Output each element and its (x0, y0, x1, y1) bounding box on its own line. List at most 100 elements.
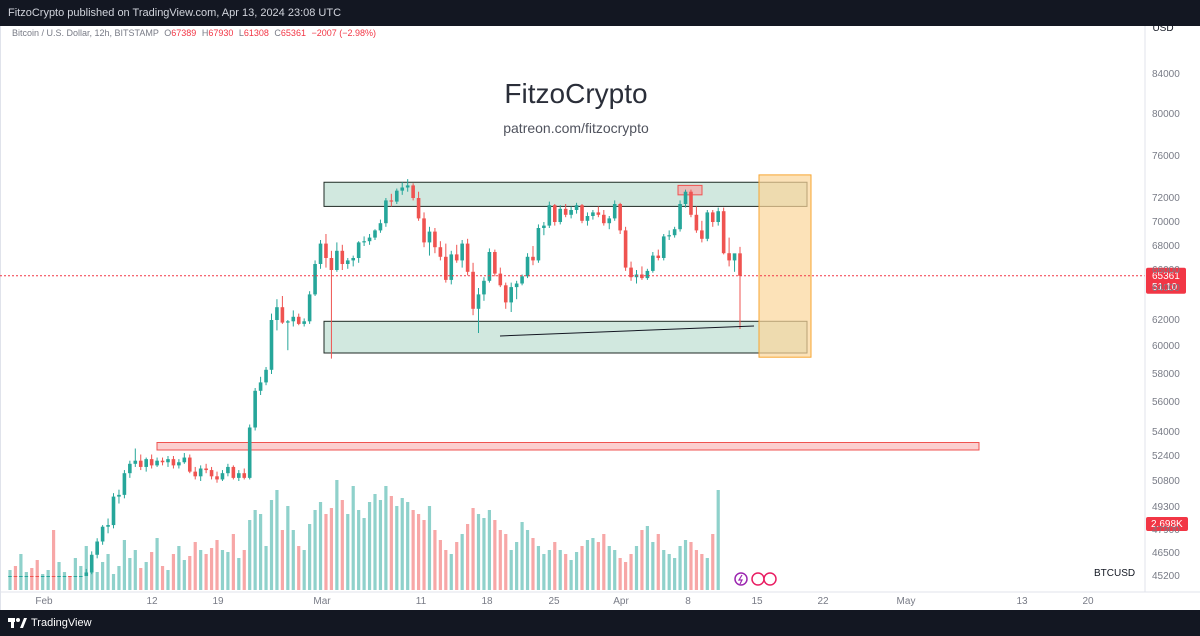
volume-bar (520, 522, 524, 590)
price-tick-label: 46500 (1152, 548, 1180, 559)
volume-bar (411, 510, 415, 590)
candle-body (296, 316, 301, 324)
volume-bar (389, 496, 393, 590)
candle-body (220, 473, 225, 480)
candle-body (258, 382, 263, 391)
volume-bar (335, 480, 339, 590)
time-tick-label: 13 (1016, 596, 1028, 607)
time-axis: Feb 12 19 Mar 11 18 25 Apr 8 15 22 May 13 20 (0, 591, 1200, 607)
candle-body (215, 476, 219, 480)
volume-bar (329, 508, 334, 590)
high-key: H (201, 28, 209, 38)
candle-body (329, 258, 334, 270)
candle-body (716, 211, 721, 222)
candle-body (640, 274, 644, 279)
candle-body (62, 576, 67, 577)
candle-body (100, 526, 105, 542)
volume-bar (531, 538, 535, 590)
candle-body (198, 468, 203, 477)
candle-body (591, 212, 595, 216)
candle-body (476, 294, 481, 309)
candle-body (422, 218, 426, 243)
time-tick-label: 18 (481, 596, 493, 607)
candle-body (721, 211, 726, 254)
volume-bars (8, 480, 720, 590)
volume-bar (286, 506, 290, 590)
candle-body (672, 229, 677, 236)
candle-body (149, 459, 154, 466)
volume-bar (220, 550, 225, 590)
low-value: 61308 (243, 28, 269, 38)
volume-bar (585, 540, 590, 590)
candle-body (356, 242, 361, 258)
volume-bar (569, 560, 573, 590)
symbol-watermark: BTCUSD (1094, 568, 1136, 579)
candle-body (166, 459, 170, 463)
candle-body (493, 252, 497, 274)
candle-body (280, 307, 285, 323)
price-tick-label: 66000 (1152, 265, 1180, 276)
price-tick-label: 50800 (1152, 476, 1180, 487)
volume-bar (700, 554, 704, 590)
volume-bar (460, 534, 464, 590)
candle-body (602, 214, 606, 224)
volume-bar (226, 552, 230, 590)
volume-bar (351, 486, 355, 590)
candle-body (351, 258, 356, 261)
candle-body (209, 470, 214, 477)
candle-body (433, 231, 437, 248)
volume-bar (106, 554, 110, 590)
volume-bar (596, 542, 600, 590)
volume-bar (95, 572, 99, 590)
candle-body (438, 247, 443, 257)
candle-body (106, 525, 110, 527)
volume-bar (8, 570, 12, 590)
volume-bar (558, 550, 562, 590)
volume-bar (416, 514, 421, 590)
candle-body (89, 554, 94, 573)
volume-bar (438, 540, 442, 590)
candle-body (187, 457, 192, 472)
candle-body (19, 576, 23, 577)
price-tick-label: 62000 (1152, 315, 1180, 326)
candle-body (193, 471, 198, 477)
candle-body (482, 280, 486, 295)
volume-bar (24, 572, 28, 590)
volume-bar (13, 566, 18, 590)
candle-body (302, 321, 306, 324)
candle-body (318, 243, 323, 264)
volume-bar (111, 574, 116, 590)
currency-button[interactable]: USD (1152, 23, 1174, 34)
countdown-label: 51:10 (1152, 282, 1177, 293)
candle-body (580, 205, 584, 221)
candle-body (667, 235, 671, 237)
volume-bar (651, 542, 655, 590)
volume-bar (46, 570, 50, 590)
volume-bar (482, 518, 486, 590)
volume-bar (678, 546, 682, 590)
volume-bar (553, 542, 557, 590)
chart-frame[interactable] (0, 26, 1200, 610)
candle-body (226, 466, 230, 474)
volume-bar (133, 550, 137, 590)
candle-body (378, 223, 383, 231)
volume-bar (340, 500, 344, 590)
watermark-title: FitzoCrypto (504, 78, 648, 109)
volume-bar (313, 510, 317, 590)
volume-bar (476, 514, 481, 590)
candle-body (574, 205, 579, 210)
candle-body (362, 241, 366, 243)
candle-body (324, 243, 328, 258)
candle-body (177, 462, 181, 466)
time-tick-label: 8 (685, 596, 691, 607)
candle-body (727, 253, 731, 261)
price-tick-label: 58000 (1152, 369, 1180, 380)
price-tick-label: 70000 (1152, 217, 1180, 228)
low-key: L (238, 28, 244, 38)
candle-body (449, 254, 454, 280)
volume-bar (84, 546, 88, 590)
candle-body (460, 243, 464, 261)
volume-bar (564, 554, 568, 590)
